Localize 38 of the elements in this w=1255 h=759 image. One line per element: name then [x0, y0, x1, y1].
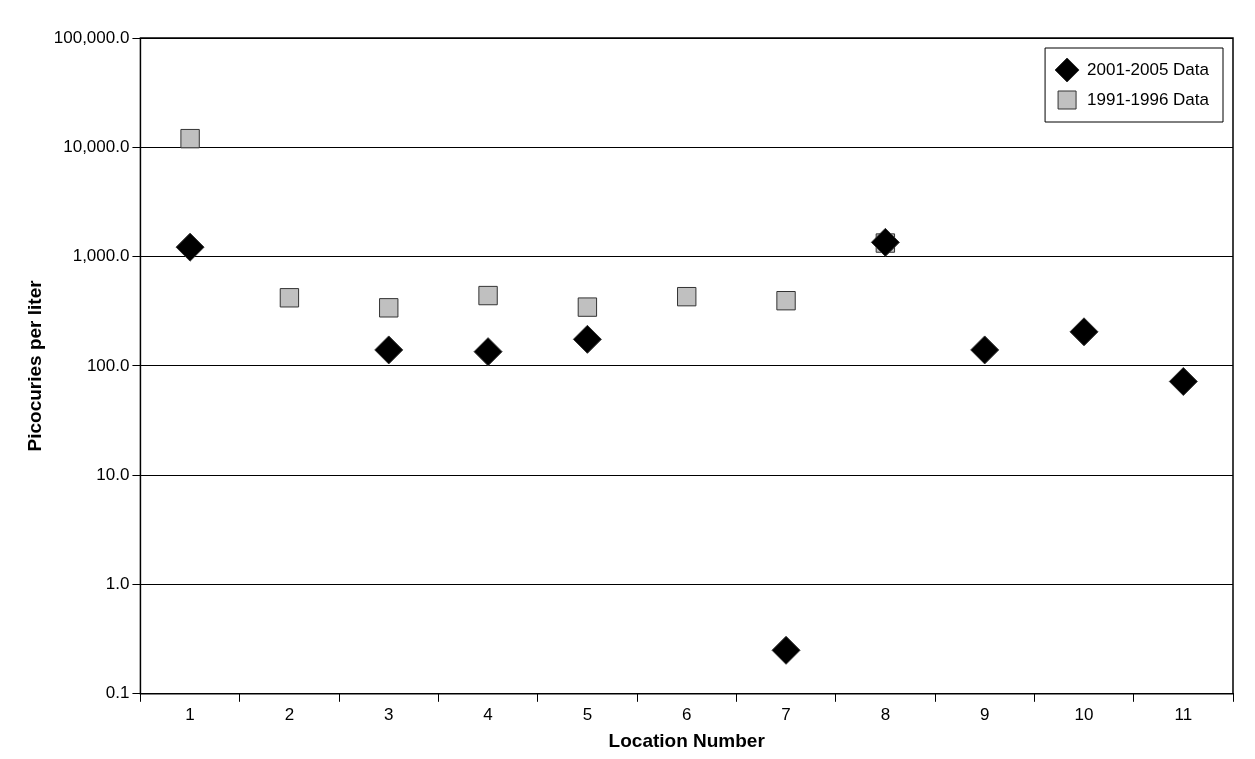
x-tick-label: 5	[582, 704, 593, 724]
x-tick-label: 2	[284, 704, 295, 724]
y-tick-label: 10.0	[96, 464, 130, 484]
x-axis-title: Location Number	[608, 729, 766, 751]
x-tick-label: 1	[185, 704, 195, 724]
point	[870, 227, 900, 257]
y-tick-label: 10,000.0	[63, 136, 130, 156]
point	[279, 288, 300, 308]
point	[473, 337, 503, 367]
point	[180, 128, 200, 149]
point	[175, 232, 205, 262]
x-tick-label: 11	[1174, 704, 1193, 724]
point	[1069, 317, 1099, 347]
x-tick-label: 3	[384, 704, 394, 724]
x-tick-label: 8	[880, 704, 891, 724]
point	[1168, 366, 1198, 396]
x-tick-label: 10	[1074, 704, 1094, 724]
y-tick-label: 100.0	[86, 355, 130, 375]
y-tick-label: 0.1	[105, 683, 130, 703]
y-tick-label: 1.0	[105, 574, 130, 594]
x-tick-label: 9	[979, 704, 990, 724]
point	[379, 298, 399, 318]
point	[677, 286, 697, 307]
y-tick-label: 100,000.0	[53, 27, 130, 47]
legend-label: 1991-1996 Data	[1087, 89, 1210, 109]
point	[577, 297, 598, 317]
point	[572, 324, 602, 354]
point	[374, 335, 404, 365]
point	[776, 291, 796, 311]
point	[478, 285, 498, 306]
x-tick-label: 4	[483, 704, 493, 724]
x-tick-label: 7	[781, 704, 791, 724]
point	[970, 335, 1000, 365]
y-tick-label: 1,000.0	[72, 246, 130, 266]
x-tick-label: 6	[681, 704, 692, 724]
point	[771, 635, 801, 665]
y-axis-title: Picocuries per liter	[23, 279, 45, 452]
legend-label: 2001-2005 Data	[1087, 59, 1210, 79]
